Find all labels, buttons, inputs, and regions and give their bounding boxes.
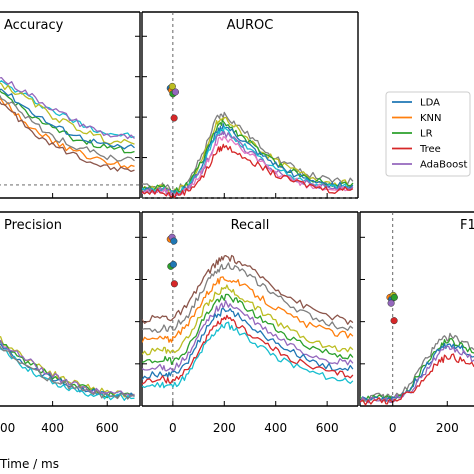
series-line-lda [360, 342, 474, 404]
x-tick-label: 200 [436, 421, 459, 435]
series-line-extra_cyan [142, 321, 354, 389]
series-line-extra_brown [142, 254, 354, 325]
series-line-adaboost [0, 339, 135, 397]
series-line-lda [0, 88, 135, 150]
series-line-extra_olive [0, 82, 135, 145]
onset-marker-extra_olive [168, 82, 176, 90]
series-group [0, 76, 135, 173]
legend: LDA KNN LR Tree AdaBoost [385, 91, 471, 177]
legend-label-tree: Tree [419, 144, 441, 155]
panel-title: F1 [460, 218, 474, 233]
series-line-extra_cyan [0, 80, 135, 139]
series-line-tree [142, 314, 354, 385]
series-line-extra_pink [142, 136, 354, 196]
legend-label-knn: KNN [420, 113, 442, 124]
series-line-adaboost [0, 76, 135, 140]
series-line-knn [142, 276, 354, 343]
x-tick-label: 400 [41, 421, 64, 435]
panel-precision: Precision 400 600 00 [0, 211, 141, 435]
series-line-extra_cyan [0, 347, 135, 401]
series-group [142, 254, 354, 389]
x-tick-label: 600 [316, 421, 339, 435]
x-tick-label: 200 [213, 421, 236, 435]
legend-label-lda: LDA [420, 98, 440, 109]
onset-marker-tree [170, 114, 178, 122]
x-tick-label: 0 [389, 421, 397, 435]
series-line-extra_olive [142, 284, 354, 356]
panel-title: Accuracy [4, 18, 64, 33]
legend-box [385, 91, 471, 177]
onset-marker-lr [390, 293, 398, 301]
panel-title: Recall [231, 218, 270, 233]
onset-marker-adaboost [171, 88, 179, 96]
panel-f1: F1 0 200 [359, 211, 474, 435]
onset-marker-lda [169, 260, 177, 268]
series-line-tree [360, 353, 474, 406]
series-line-extra_olive [0, 335, 135, 398]
panel-title: AUROC [227, 18, 274, 33]
series-line-extra_gray [0, 94, 135, 162]
series-line-lda [142, 307, 354, 381]
legend-label-adaboost: AdaBoost [420, 160, 467, 171]
panel-accuracy: Accuracy [0, 11, 141, 199]
legend-label-lr: LR [420, 129, 433, 140]
x-tick-label: 600 [96, 421, 119, 435]
panels: Accuracy AUROC Precision 400 600 00 Recall 0 200… [0, 11, 474, 435]
series-line-knn [0, 98, 135, 169]
panel-auroc: AUROC [141, 11, 359, 199]
series-line-adaboost [142, 299, 354, 372]
series-line-extra_gray [0, 344, 135, 400]
onset-marker-adaboost [387, 299, 395, 307]
series-line-extra_brown [0, 101, 135, 173]
series-line-adaboost [360, 345, 474, 404]
x-axis-label: Time / ms [0, 457, 59, 471]
onset-marker-tree [170, 280, 178, 288]
series-group [0, 335, 135, 401]
onset-marker-tree [390, 317, 398, 325]
series-line-lr [0, 89, 135, 154]
series-group [142, 111, 354, 198]
x-tick-label: 00 [0, 421, 15, 435]
x-tick-label: 0 [169, 421, 177, 435]
series-group [360, 332, 474, 406]
series-line-extra_gray [142, 111, 354, 193]
panel-recall: Recall 0 200 400 600 [141, 211, 359, 435]
panel-title: Precision [4, 218, 62, 233]
series-line-extra_gray [360, 332, 474, 402]
series-line-lr [142, 293, 354, 366]
x-tick-label: 400 [264, 421, 287, 435]
onset-marker-lda [170, 237, 178, 245]
series-line-extra_gray [142, 262, 354, 334]
